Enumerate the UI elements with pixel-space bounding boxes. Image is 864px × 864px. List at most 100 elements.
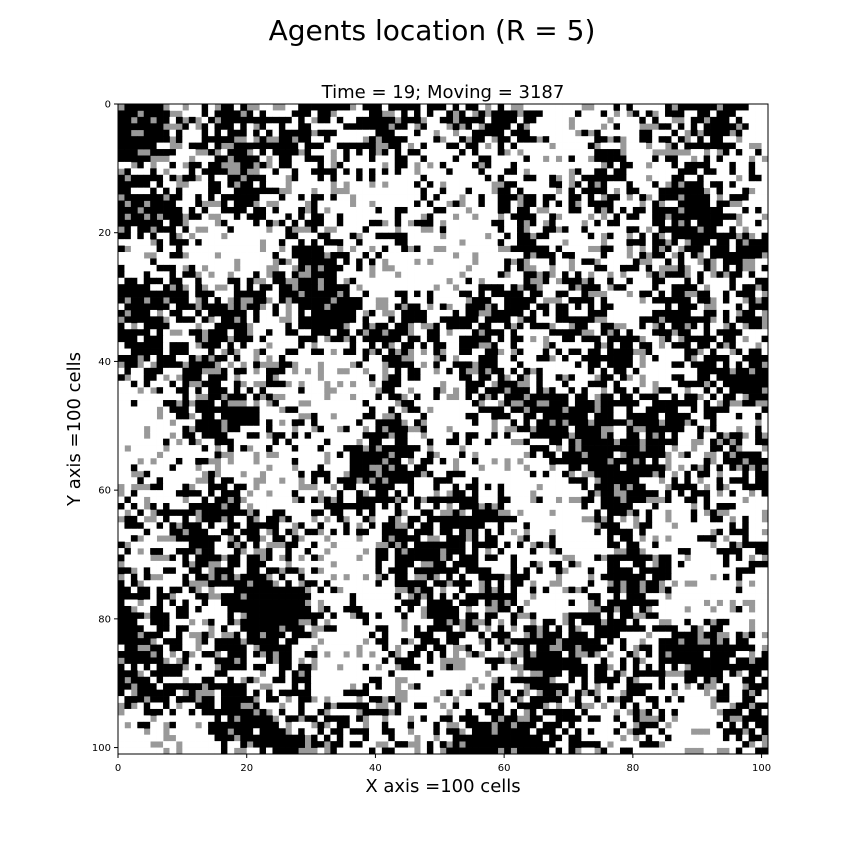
heatmap-cell bbox=[118, 354, 125, 362]
heatmap-cell bbox=[420, 400, 428, 407]
heatmap-cell bbox=[278, 206, 286, 214]
heatmap-cell bbox=[722, 374, 730, 382]
heatmap-cell bbox=[220, 374, 228, 382]
heatmap-cell bbox=[407, 123, 415, 131]
heatmap-cell bbox=[407, 374, 415, 382]
heatmap-cell bbox=[143, 232, 151, 240]
heatmap-cell bbox=[420, 187, 428, 195]
heatmap-cell bbox=[137, 342, 145, 349]
heatmap-cell bbox=[188, 374, 196, 382]
heatmap-cell bbox=[323, 432, 331, 440]
heatmap-cell bbox=[195, 104, 203, 111]
heatmap-cell bbox=[504, 329, 511, 337]
heatmap-cell bbox=[143, 161, 151, 169]
heatmap-cell bbox=[697, 367, 704, 375]
heatmap-cell bbox=[684, 297, 692, 304]
heatmap-cell bbox=[690, 393, 698, 401]
heatmap-cell bbox=[118, 174, 125, 182]
heatmap-cell bbox=[755, 432, 762, 440]
heatmap-cell bbox=[266, 425, 273, 433]
heatmap-cell bbox=[240, 232, 248, 240]
heatmap-cell bbox=[459, 464, 466, 472]
heatmap-cell bbox=[504, 104, 511, 111]
heatmap-cell bbox=[150, 245, 157, 253]
heatmap-cell bbox=[201, 245, 209, 253]
heatmap-cell bbox=[375, 457, 383, 465]
heatmap-cell bbox=[195, 309, 203, 317]
heatmap-cell bbox=[529, 155, 537, 163]
heatmap-cell bbox=[504, 393, 511, 401]
heatmap-cell bbox=[201, 342, 209, 349]
heatmap-cell bbox=[542, 116, 550, 124]
heatmap-cell bbox=[471, 464, 479, 472]
heatmap-cell bbox=[240, 104, 248, 111]
heatmap-cell bbox=[272, 149, 280, 156]
heatmap-cell bbox=[195, 110, 203, 118]
heatmap-cell bbox=[175, 309, 183, 317]
heatmap-cell bbox=[285, 155, 293, 163]
heatmap-cell bbox=[304, 284, 312, 291]
heatmap-cell bbox=[665, 419, 672, 427]
heatmap-cell bbox=[761, 393, 769, 401]
heatmap-cell bbox=[381, 335, 389, 343]
heatmap-cell bbox=[755, 104, 762, 111]
heatmap-cell bbox=[163, 149, 170, 156]
heatmap-cell bbox=[510, 252, 518, 259]
heatmap-cell bbox=[755, 393, 762, 401]
heatmap-cell bbox=[227, 245, 235, 253]
heatmap-cell bbox=[285, 206, 293, 214]
heatmap-cell bbox=[536, 412, 544, 420]
heatmap-cell bbox=[420, 406, 428, 414]
heatmap-cell bbox=[401, 264, 408, 272]
heatmap-cell bbox=[266, 303, 273, 311]
heatmap-cell bbox=[722, 419, 730, 427]
heatmap-cell bbox=[542, 374, 550, 382]
heatmap-cell bbox=[581, 200, 589, 208]
heatmap-cell bbox=[536, 200, 544, 208]
heatmap-cell bbox=[401, 161, 408, 169]
heatmap-cell bbox=[407, 226, 415, 234]
heatmap-cell bbox=[716, 348, 724, 356]
heatmap-cell bbox=[124, 451, 132, 459]
heatmap-cell bbox=[420, 194, 428, 201]
heatmap-cell bbox=[414, 226, 421, 234]
heatmap-cell bbox=[562, 432, 569, 440]
heatmap-cell bbox=[311, 438, 318, 446]
heatmap-cell bbox=[491, 200, 499, 208]
heatmap-cell bbox=[607, 464, 614, 472]
heatmap-cell bbox=[291, 252, 299, 259]
heatmap-cell bbox=[156, 129, 164, 137]
heatmap-cell bbox=[729, 104, 737, 111]
heatmap-cell bbox=[420, 277, 428, 285]
heatmap-cell bbox=[504, 419, 511, 427]
heatmap-cell bbox=[150, 316, 157, 324]
heatmap-cell bbox=[729, 168, 737, 176]
heatmap-cell bbox=[665, 284, 672, 291]
heatmap-cell bbox=[137, 181, 145, 189]
heatmap-cell bbox=[690, 258, 698, 266]
heatmap-cell bbox=[143, 400, 151, 407]
heatmap-cell bbox=[118, 284, 125, 291]
heatmap-cell bbox=[517, 277, 524, 285]
heatmap-cell bbox=[652, 116, 659, 124]
heatmap-cell bbox=[562, 290, 569, 298]
heatmap-cell bbox=[697, 206, 704, 214]
heatmap-cell bbox=[343, 303, 351, 311]
heatmap-cell bbox=[471, 316, 479, 324]
heatmap-cell bbox=[562, 335, 569, 343]
heatmap-cell bbox=[658, 412, 666, 420]
heatmap-cell bbox=[471, 322, 479, 330]
heatmap-cell bbox=[761, 232, 769, 240]
heatmap-cell bbox=[130, 232, 138, 240]
heatmap-cell bbox=[446, 181, 454, 189]
heatmap-cell bbox=[169, 290, 177, 298]
heatmap-cell bbox=[491, 374, 499, 382]
heatmap-cell bbox=[710, 309, 717, 317]
heatmap-cell bbox=[368, 258, 376, 266]
heatmap-cell bbox=[645, 219, 653, 227]
heatmap-cell bbox=[690, 380, 698, 388]
heatmap-cell bbox=[555, 110, 563, 118]
heatmap-cell bbox=[407, 187, 415, 195]
heatmap-cell bbox=[220, 290, 228, 298]
heatmap-cell bbox=[182, 129, 190, 137]
